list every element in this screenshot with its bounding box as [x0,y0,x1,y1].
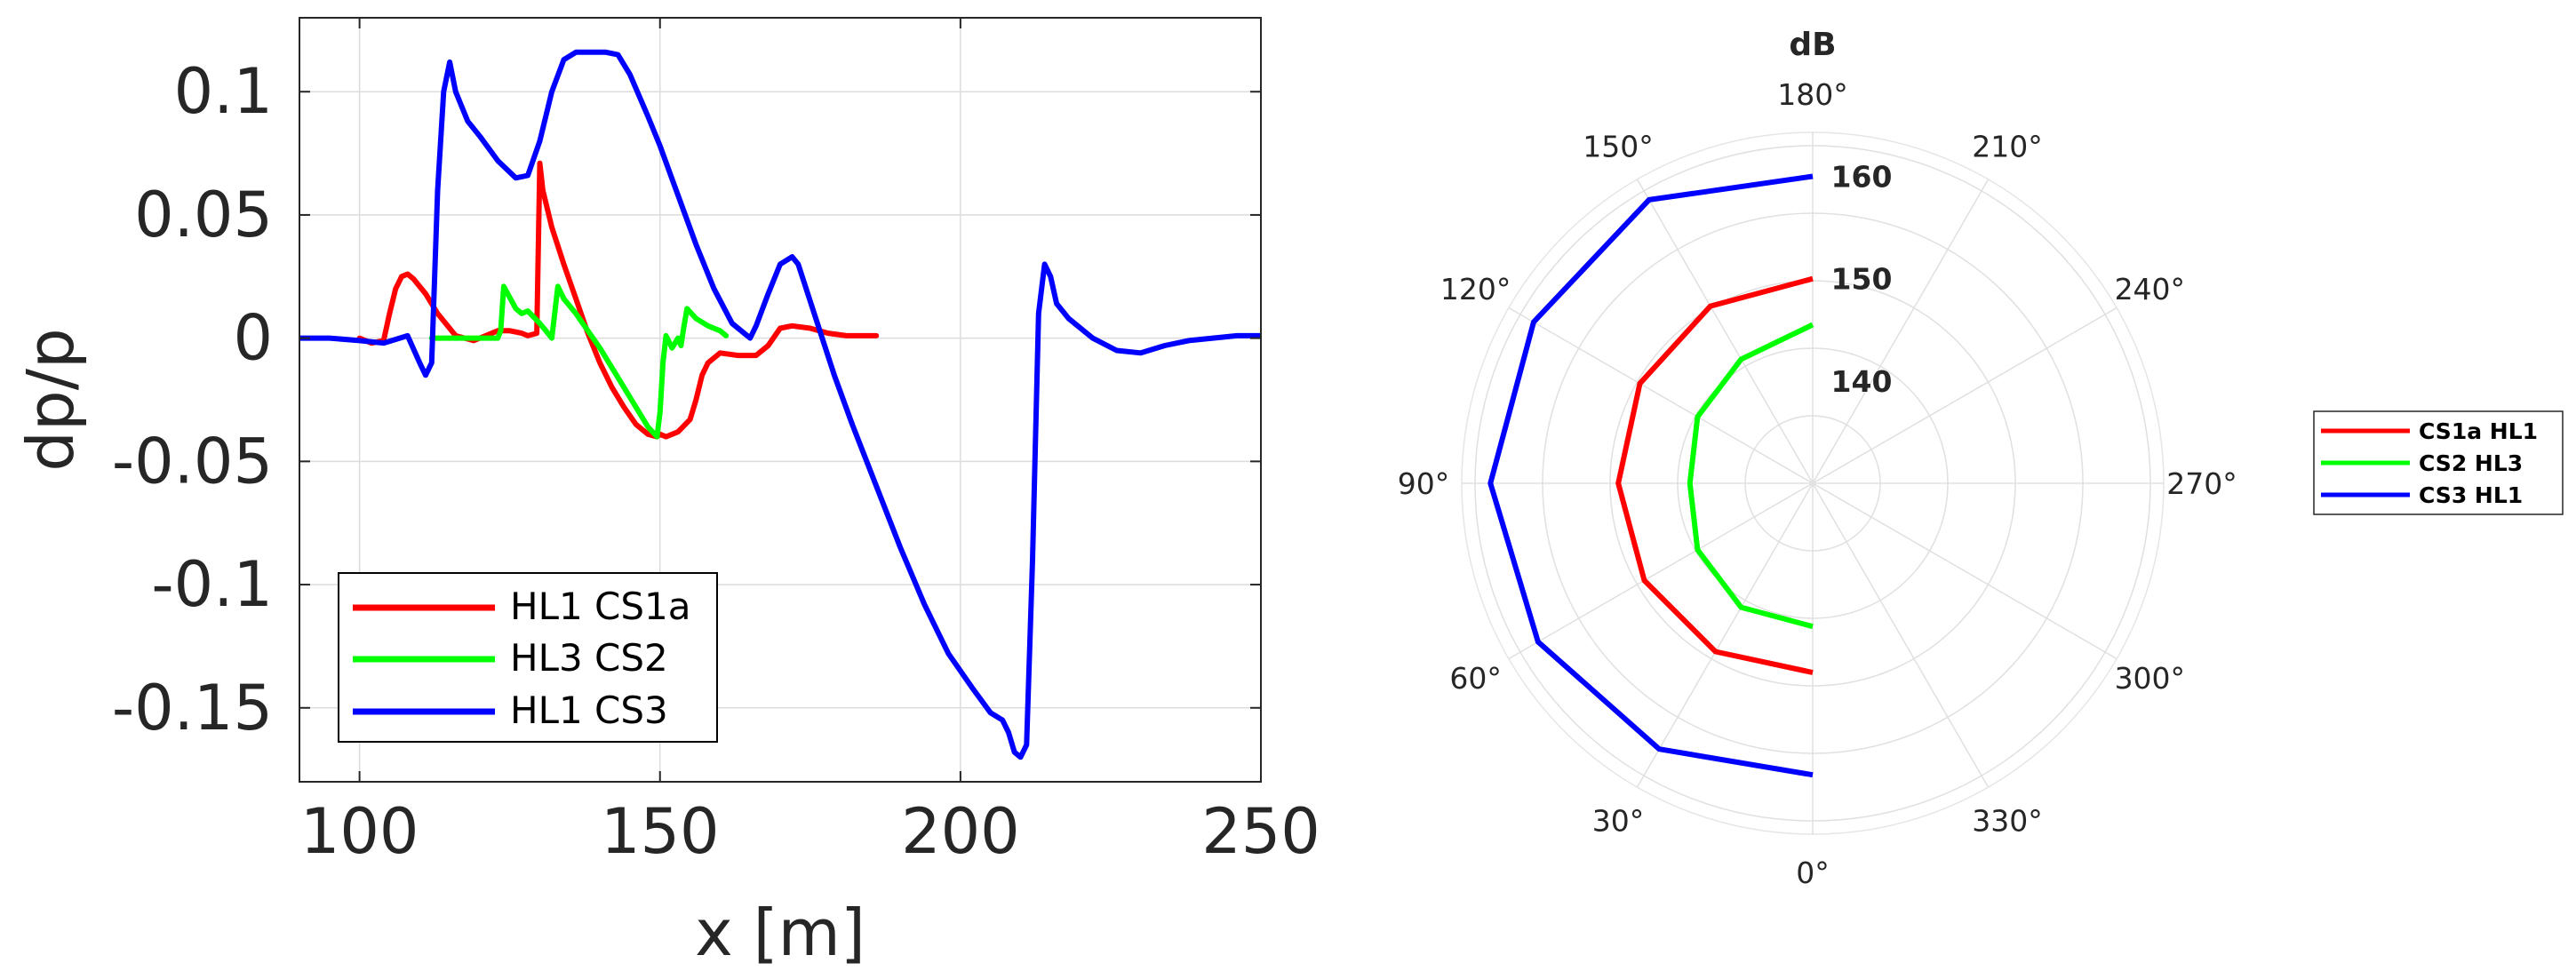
y-tick-label: 0.1 [174,55,273,128]
x-tick-label: 250 [1201,795,1320,868]
polar-title: dB [1789,27,1836,63]
line-legend: HL1 CS1a HL3 CS2 HL1 CS3 [338,572,718,743]
polar-legend: CS1a HL1 CS2 HL3 CS3 HL1 [2313,410,2564,515]
polar-series-group [1487,173,1814,778]
polar-angle-label: 120° [1440,272,1511,306]
x-tick-label: 150 [601,795,720,868]
series-line-hl1-cs1a [356,160,880,440]
polar-angle-label: 0° [1796,856,1830,890]
polar-chart: dB 0° 30° 60° 90° 120° 150° 180° 210° 240° 270° 30… [1398,27,2564,890]
series-line-hl1-cs3 [299,49,1261,760]
polar-spoke [1508,482,1814,660]
polar-series-cs2-hl3 [1687,322,1814,630]
polar-angle-label: 210° [1972,130,2043,164]
polar-angle-label: 150° [1583,130,1654,164]
line-axis-ticks: 100 150 200 250 0.1 0.05 0 -0.05 -0.1 -0.15 [112,18,1320,868]
polar-angle-label: 270° [2166,466,2237,501]
polar-spoke [1636,482,1814,788]
polar-series-cs1a-hl1 [1615,275,1814,675]
y-tick-label: -0.1 [151,548,273,621]
polar-legend-label-cs2-hl3: CS2 HL3 [2419,450,2523,476]
polar-legend-label-cs1a-hl1: CS1a HL1 [2419,418,2538,444]
polar-angle-label: 240° [2115,272,2186,306]
polar-spoke [1636,179,1814,484]
y-tick-label: 0.05 [134,179,273,251]
polar-series-cs3-hl1 [1487,173,1814,778]
x-axis-label: x [m] [695,895,865,970]
polar-spoke [1508,306,1814,484]
series-line-hl3-cs2 [428,283,730,440]
polar-radial-label: 150 [1831,262,1893,297]
y-tick-label: 0 [233,302,273,375]
polar-spoke [1812,482,1990,788]
x-tick-label: 100 [300,795,419,868]
polar-spoke [1812,179,1990,484]
polar-radial-label: 160 [1831,160,1893,195]
polar-spoke [1812,482,2117,660]
polar-angle-label: 90° [1398,466,1450,501]
polar-angle-label: 180° [1777,77,1848,112]
polar-angle-label: 30° [1592,803,1645,838]
polar-spoke [1812,306,2117,484]
polar-angle-label: 330° [1972,803,2043,838]
line-plot-frame [299,17,1262,783]
polar-angle-label: 60° [1449,661,1502,696]
line-series-group [299,49,1261,760]
line-chart: 100 150 200 250 0.1 0.05 0 -0.05 -0.1 -0.15 x [m]… [13,17,1320,970]
legend-label-hl1-cs1a: HL1 CS1a [510,585,691,628]
polar-radial-label: 140 [1831,364,1893,399]
y-tick-label: -0.15 [112,672,273,744]
y-tick-label: -0.05 [112,425,273,497]
polar-angle-label: 300° [2115,661,2186,696]
polar-legend-label-cs3-hl1: CS3 HL1 [2419,482,2523,508]
polar-grid [1461,131,2165,835]
legend-label-hl3-cs2: HL3 CS2 [510,636,668,680]
legend-label-hl1-cs3: HL1 CS3 [510,688,668,732]
polar-labels: 0° 30° 60° 90° 120° 150° 180° 210° 240° 270° 300° 3… [1398,77,2237,890]
y-axis-label: dp/p [13,328,88,471]
x-tick-label: 200 [901,795,1020,868]
